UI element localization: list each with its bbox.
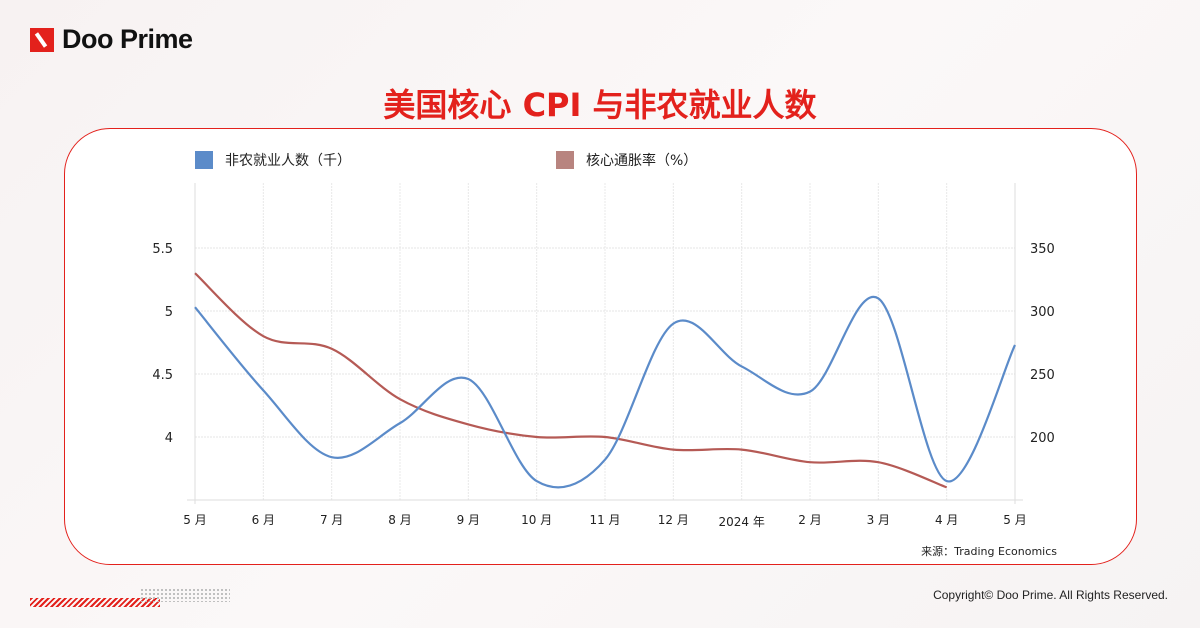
right-tick-label: 350 [1030,242,1055,257]
left-tick-label: 4 [165,431,173,446]
legend-label: 核心通胀率（%） [586,153,698,169]
brand-logo: Doo Prime [30,24,193,55]
brand-name: Doo Prime [62,24,193,54]
page-title: 美国核心 CPI 与非农就业人数 [383,86,817,124]
x-tick-label: 5 月 [1003,513,1026,527]
chart-card [64,128,1137,565]
x-tick-label: 12 月 [658,513,689,527]
legend-swatch [195,151,213,169]
x-tick-label: 5 月 [183,513,206,527]
left-tick-label: 5.5 [152,242,173,257]
left-tick-label: 4.5 [152,368,173,383]
decor-stripe [30,598,160,607]
right-tick-label: 300 [1030,305,1055,320]
left-tick-label: 5 [165,305,173,320]
x-tick-label: 2024 年 [718,515,764,529]
series-line [194,272,948,489]
x-tick-label: 8 月 [388,513,411,527]
x-tick-label: 9 月 [457,513,480,527]
legend-label: 非农就业人数（千） [225,153,351,169]
series-line [194,295,1016,489]
x-tick-label: 7 月 [320,513,343,527]
x-tick-label: 6 月 [252,513,275,527]
x-tick-label: 10 月 [521,513,552,527]
right-tick-label: 250 [1030,368,1055,383]
source-note: 来源：Trading Economics [921,545,1057,558]
right-tick-label: 200 [1030,431,1055,446]
x-tick-label: 2 月 [798,513,821,527]
x-tick-label: 3 月 [867,513,890,527]
legend-swatch [556,151,574,169]
decor-dots [140,588,230,602]
x-tick-label: 4 月 [935,513,958,527]
copyright: Copyright© Doo Prime. All Rights Reserve… [933,588,1168,602]
x-tick-label: 11 月 [589,513,620,527]
legend-item-cpi: 核心通胀率（%） [556,150,697,170]
legend-item-nfp: 非农就业人数（千） [195,150,351,170]
logo-mark-icon [30,27,54,52]
